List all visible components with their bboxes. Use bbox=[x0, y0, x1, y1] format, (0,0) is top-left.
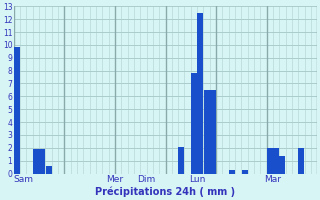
Bar bbox=[210, 90, 216, 174]
Bar bbox=[197, 13, 203, 174]
Bar bbox=[229, 170, 235, 174]
Bar bbox=[267, 148, 273, 174]
Bar bbox=[204, 90, 210, 174]
Bar bbox=[273, 148, 279, 174]
Bar bbox=[39, 149, 45, 174]
Bar bbox=[45, 166, 52, 174]
Bar bbox=[33, 149, 39, 174]
Bar bbox=[178, 147, 184, 174]
Bar bbox=[299, 148, 304, 174]
Bar bbox=[14, 47, 20, 174]
Bar bbox=[279, 156, 285, 174]
Bar bbox=[191, 73, 197, 174]
Bar bbox=[242, 170, 248, 174]
X-axis label: Précipitations 24h ( mm ): Précipitations 24h ( mm ) bbox=[95, 187, 236, 197]
